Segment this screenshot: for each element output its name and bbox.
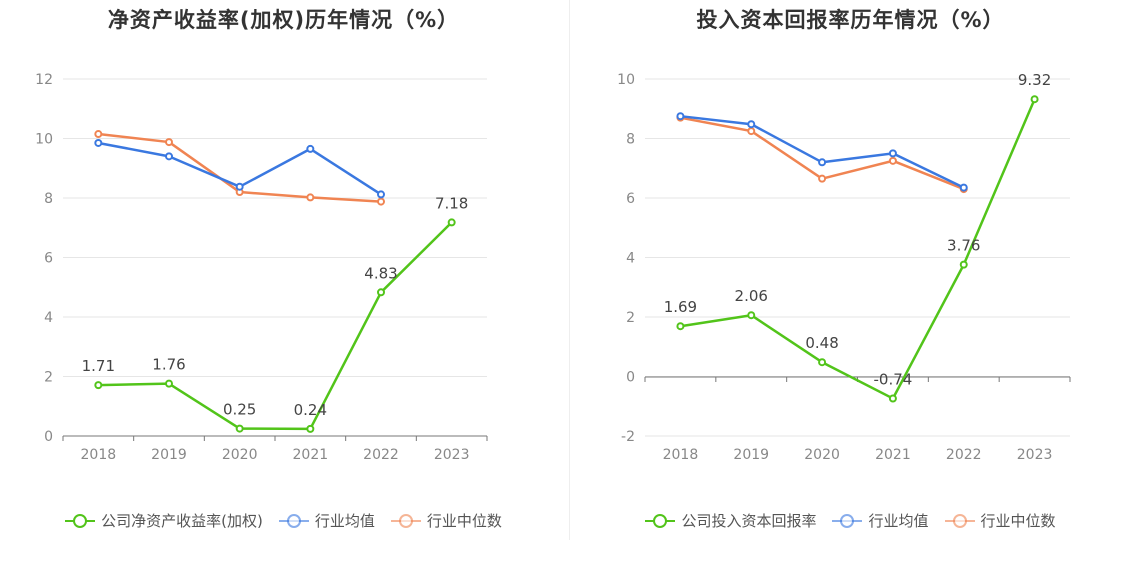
data-point [888, 149, 897, 158]
data-point [94, 138, 103, 147]
data-label: 1.76 [152, 356, 185, 374]
legend-marker-icon [832, 513, 863, 528]
legend-marker-icon [645, 513, 676, 528]
data-point [747, 127, 756, 136]
data-point [94, 381, 103, 390]
panel-divider [569, 0, 570, 540]
data-point [306, 144, 315, 153]
x-tick-label: 2022 [946, 447, 982, 463]
x-tick-label: 2021 [875, 447, 911, 463]
legend-item[interactable]: 公司净资产收益率(加权) [65, 510, 263, 531]
y-tick-label: 2 [626, 310, 635, 326]
data-label: 2.06 [735, 287, 768, 305]
legend-marker-icon [390, 513, 421, 528]
legend-item[interactable]: 公司投入资本回报率 [645, 510, 816, 531]
data-point [676, 112, 685, 121]
legend-marker-icon [65, 513, 96, 528]
y-tick-label: 10 [35, 132, 53, 148]
legend-label: 行业均值 [314, 512, 375, 530]
chart-plot-roic: -2 0 2 4 6 8 10 2018 2019 2020 2021 2022 2023 1.69 2.0… [617, 71, 1071, 463]
chart-legend: 公司净资产收益率(加权) 行业均值 行业中位数 [0, 510, 567, 531]
data-label: -0.74 [874, 371, 913, 389]
y-tick-label: 8 [44, 191, 53, 207]
y-tick-label: 6 [626, 191, 635, 207]
x-tick-label: 2019 [151, 447, 187, 463]
legend-item[interactable]: 行业均值 [278, 510, 375, 531]
data-point [818, 174, 827, 183]
legend-label: 行业中位数 [980, 512, 1056, 530]
chart-panel-roic: 投入资本回报率历年情况（%） -2 0 2 4 6 8 10 2018 2019 2020 2021… [567, 0, 1134, 582]
y-tick-label: 4 [44, 310, 53, 326]
data-label: 1.69 [664, 298, 697, 316]
data-point [747, 311, 756, 320]
data-point [165, 138, 173, 147]
chart-plot-roe: 0 2 4 6 8 10 12 2018 2019 2020 2021 2022 2023 1.71 1.7… [35, 72, 488, 463]
data-point [747, 120, 756, 129]
y-tick-label: 6 [44, 251, 53, 267]
y-tick-label: 12 [35, 72, 53, 88]
legend-item[interactable]: 行业中位数 [944, 510, 1056, 531]
data-point [818, 158, 827, 167]
data-point [447, 218, 456, 227]
legend-item[interactable]: 行业均值 [832, 510, 929, 531]
y-tick-label: 4 [626, 251, 635, 267]
x-tick-label: 2020 [804, 447, 840, 463]
data-point [235, 182, 244, 191]
legend-label: 公司投入资本回报率 [681, 512, 817, 530]
data-label: 3.76 [947, 237, 980, 255]
data-point [377, 190, 385, 199]
y-tick-label: 10 [617, 72, 635, 88]
data-point [306, 193, 315, 202]
x-tick-label: 2023 [1017, 447, 1053, 463]
data-point [165, 379, 173, 388]
chart-legend: 公司投入资本回报率 行业均值 行业中位数 [567, 510, 1134, 531]
data-point [818, 358, 827, 367]
chart-title: 净资产收益率(加权)历年情况（%） [107, 8, 460, 32]
y-tick-label: 8 [626, 132, 635, 148]
data-point [888, 394, 897, 403]
y-tick-label: 0 [626, 370, 635, 386]
y-tick-label: -2 [621, 429, 635, 445]
y-tick-label: 2 [44, 370, 53, 386]
data-point [235, 424, 244, 433]
data-point [959, 183, 968, 192]
data-point [959, 260, 968, 269]
data-label: 9.32 [1018, 71, 1051, 89]
y-tick-label: 0 [44, 429, 53, 445]
legend-label: 公司净资产收益率(加权) [101, 512, 263, 530]
data-label: 0.48 [805, 334, 838, 352]
data-point [306, 424, 315, 433]
legend-label: 行业均值 [868, 512, 929, 530]
data-point [676, 322, 685, 331]
legend-marker-icon [278, 513, 309, 528]
x-tick-label: 2018 [81, 447, 117, 463]
data-point [888, 156, 897, 165]
series-line [680, 98, 1036, 400]
x-tick-label: 2022 [363, 447, 399, 463]
series-line [98, 221, 453, 431]
legend-label: 行业中位数 [426, 512, 502, 530]
data-point [94, 130, 103, 139]
data-label: 7.18 [435, 194, 468, 212]
legend-item[interactable]: 行业中位数 [390, 510, 502, 531]
data-label: 4.83 [364, 264, 397, 282]
x-tick-label: 2023 [434, 447, 470, 463]
x-tick-label: 2018 [663, 447, 699, 463]
data-point [377, 288, 385, 297]
data-label: 0.25 [223, 401, 256, 419]
legend-marker-icon [944, 513, 975, 528]
x-tick-label: 2021 [293, 447, 329, 463]
data-point [165, 152, 173, 161]
data-label: 1.71 [82, 357, 115, 375]
chart-title: 投入资本回报率历年情况（%） [696, 8, 1005, 32]
data-point [1030, 95, 1039, 104]
x-tick-label: 2019 [733, 447, 769, 463]
x-tick-label: 2020 [222, 447, 258, 463]
chart-panel-roe: 净资产收益率(加权)历年情况（%） 0 2 4 6 8 10 12 2018 2019 2020 2… [0, 8, 567, 531]
data-label: 0.24 [294, 401, 327, 419]
data-point [377, 197, 385, 206]
